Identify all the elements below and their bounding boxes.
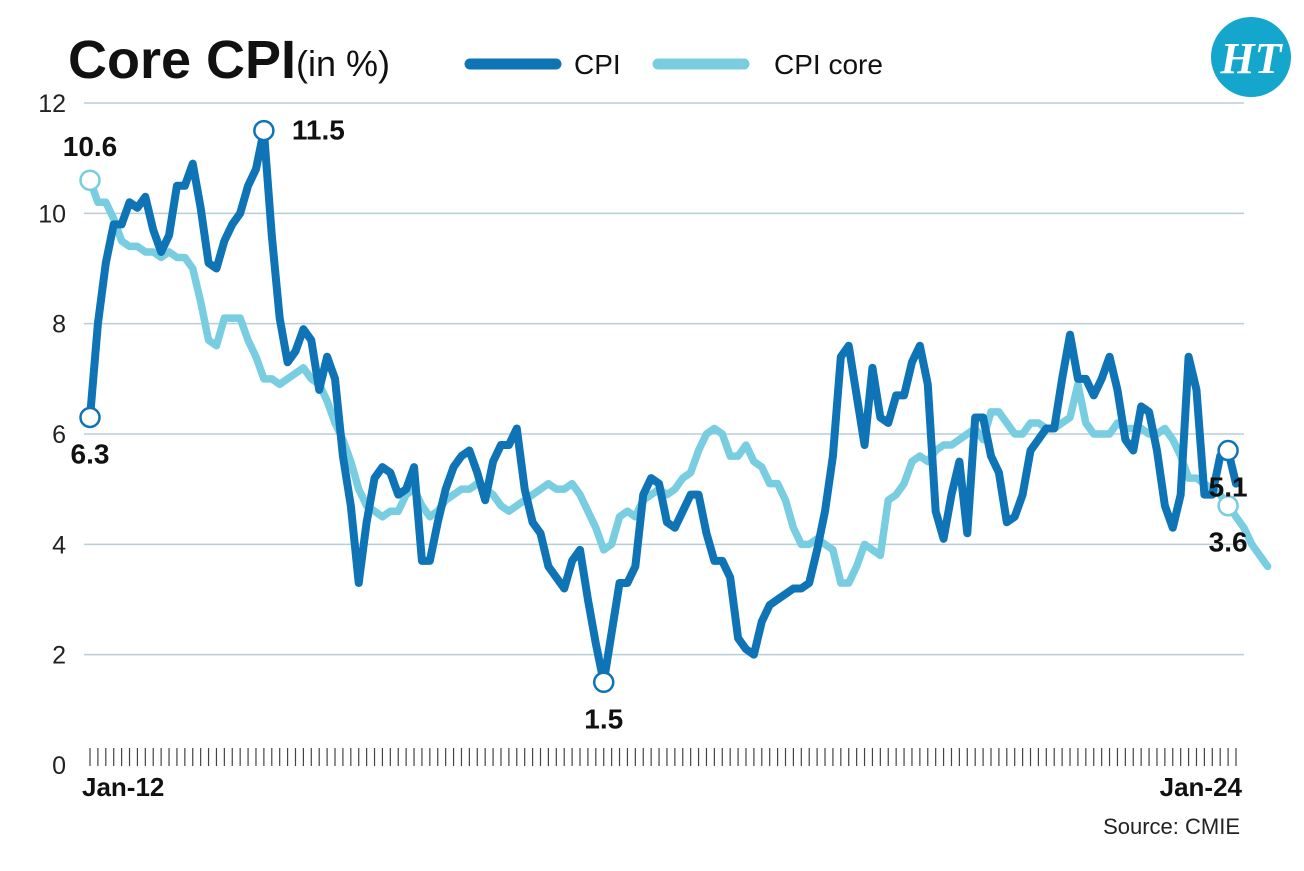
annotation-label: 6.3 [71,438,110,469]
y-tick-label: 10 [38,200,66,228]
ht-logo: HT [1211,17,1291,97]
annotation-marker [592,671,615,693]
series-line-cpi-core [86,176,1272,587]
x-axis-start-label: Jan-12 [82,772,164,802]
annotation-label: 11.5 [292,115,345,146]
annotation-marker [79,406,101,429]
annotation-marker [253,119,275,142]
grid-lines [84,102,1244,656]
annotation-labels: 6.3 10.6 11.5 1.5 5.1 3.6 [63,115,1248,735]
annotation-marker [1217,439,1239,462]
x-axis-end-label: Jan-24 [1160,772,1243,802]
legend-label-cpi-core: CPI core [774,49,883,80]
y-tick-label: 0 [52,752,66,780]
chart-title: Core CPI [68,30,296,90]
legend-label-cpi: CPI [574,49,621,80]
y-axis-ticks: 0 2 4 6 8 10 12 [38,90,66,780]
annotation-marker [1217,494,1239,517]
series-lines [86,126,1272,687]
annotation-marker [79,169,101,191]
x-axis-ticks [89,748,1237,766]
annotation-label: 1.5 [584,703,623,734]
annotation-label: 10.6 [63,131,118,162]
y-tick-label: 6 [52,421,66,449]
annotation-label: 5.1 [1209,472,1248,503]
annotation-label: 3.6 [1209,527,1248,558]
legend: CPI CPI core [464,49,883,80]
y-tick-label: 2 [52,642,66,670]
chart-subtitle: (in %) [296,43,390,84]
ht-logo-text: HT [1219,34,1283,83]
y-tick-label: 4 [52,531,66,559]
source-note: Source: CMIE [1103,814,1240,839]
annotation-markers [79,119,1239,693]
y-tick-label: 12 [38,90,66,118]
y-tick-label: 8 [52,311,66,339]
ht-logo-circle [1211,17,1291,97]
series-line-cpi [86,126,1240,687]
